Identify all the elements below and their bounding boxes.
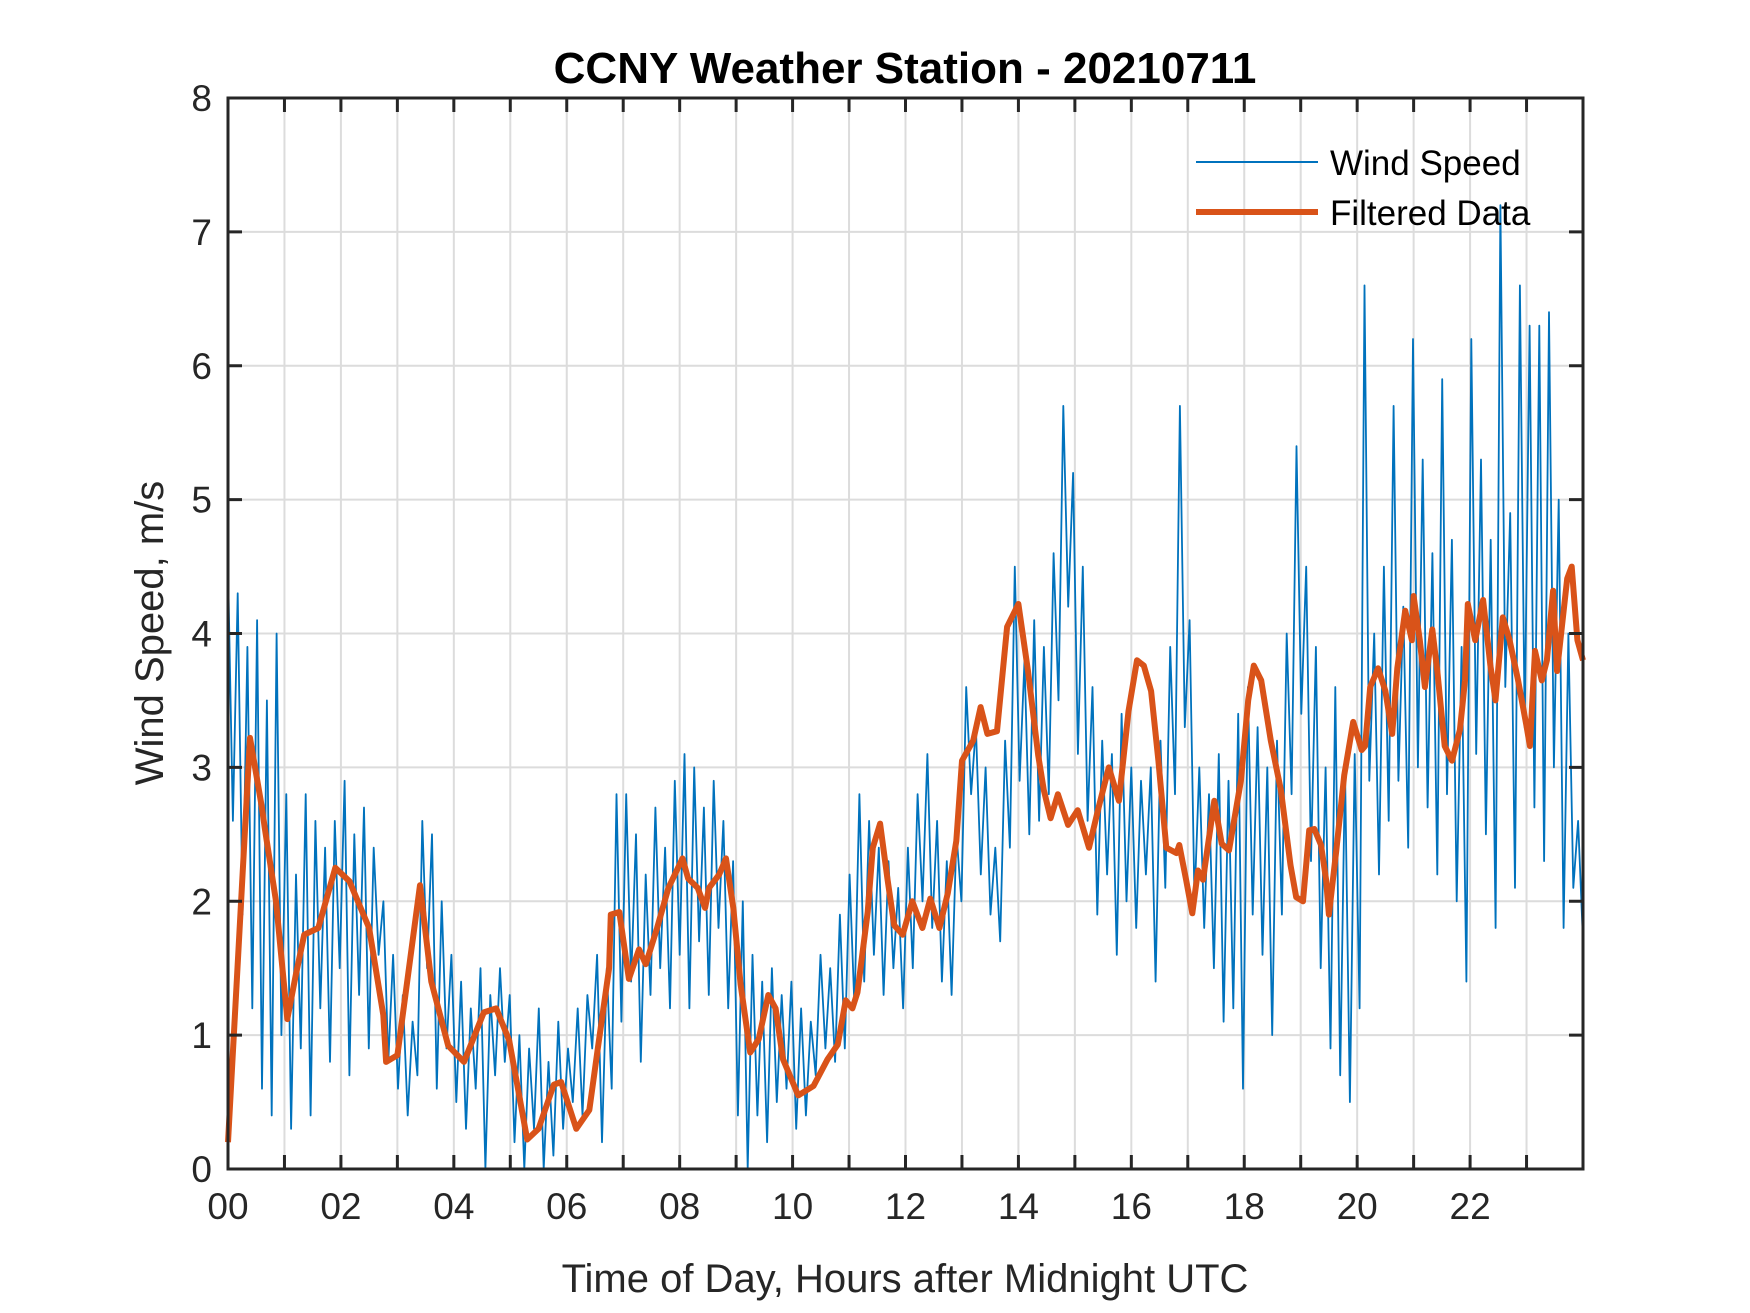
x-tick-label: 14 xyxy=(998,1186,1039,1227)
y-tick-label: 2 xyxy=(191,881,212,922)
x-tick-label: 08 xyxy=(659,1186,700,1227)
y-tick-label: 4 xyxy=(191,614,212,655)
y-tick-label: 5 xyxy=(191,480,212,521)
legend-label-filtered-data: Filtered Data xyxy=(1330,194,1531,233)
y-tick-label: 6 xyxy=(191,346,212,387)
x-tick-label: 22 xyxy=(1450,1186,1491,1227)
x-tick-label: 20 xyxy=(1337,1186,1378,1227)
y-tick-label: 8 xyxy=(191,78,212,119)
x-tick-label: 02 xyxy=(320,1186,361,1227)
x-tick-label: 04 xyxy=(433,1186,474,1227)
y-tick-label: 0 xyxy=(191,1149,212,1190)
y-axis-label: Wind Speed, m/s xyxy=(128,481,172,786)
y-tick-label: 3 xyxy=(191,747,212,788)
x-tick-label: 00 xyxy=(207,1186,248,1227)
x-tick-label: 12 xyxy=(885,1186,926,1227)
legend-label-wind-speed: Wind Speed xyxy=(1330,144,1521,183)
series-line-filtered xyxy=(225,563,1586,1143)
x-tick-label: 16 xyxy=(1111,1186,1152,1227)
y-tick-label: 7 xyxy=(191,212,212,253)
x-tick-label: 06 xyxy=(546,1186,587,1227)
series-layer xyxy=(225,204,1586,1170)
y-tick-label: 1 xyxy=(191,1015,212,1056)
legend: Wind Speed Filtered Data xyxy=(1196,144,1531,233)
x-tick-label: 10 xyxy=(772,1186,813,1227)
x-tick-label: 18 xyxy=(1224,1186,1265,1227)
chart-title: CCNY Weather Station - 20210711 xyxy=(554,44,1257,93)
x-axis-label: Time of Day, Hours after Midnight UTC xyxy=(562,1257,1249,1301)
